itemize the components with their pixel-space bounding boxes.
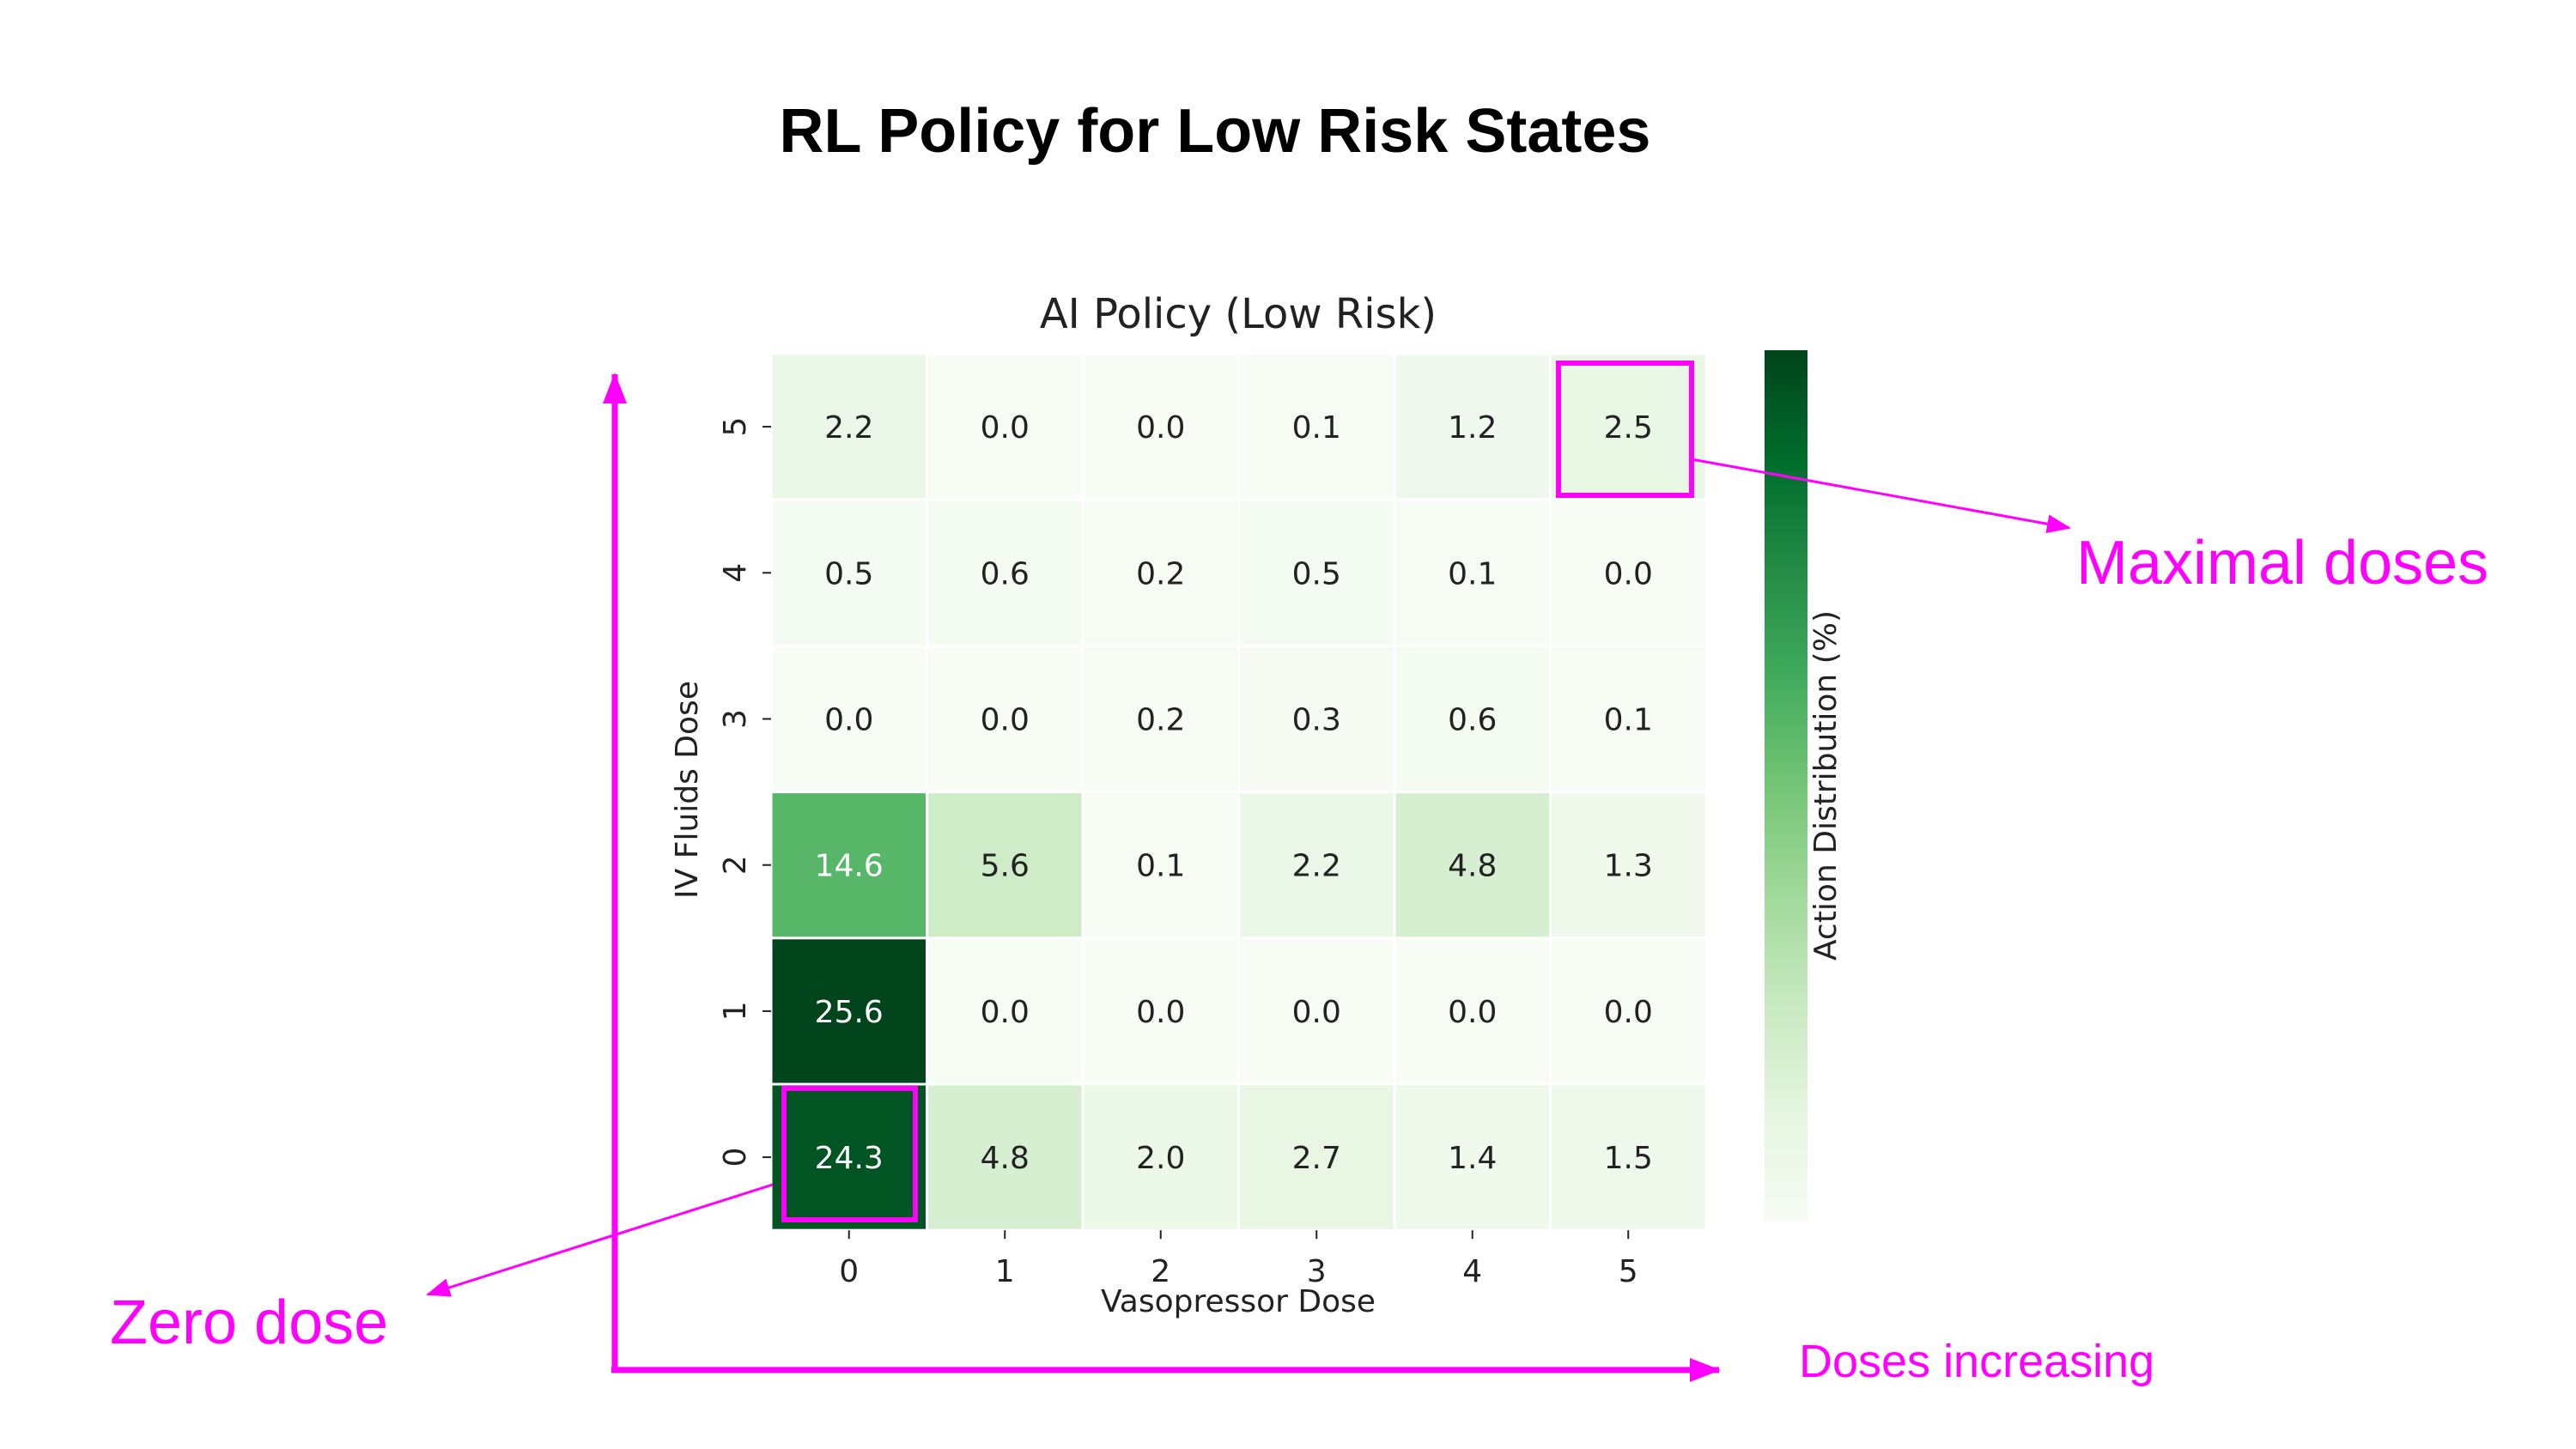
cell-value-label: 0.2: [1136, 703, 1185, 738]
heatmap-cell: [1549, 498, 1708, 647]
axis-ticks: 0 1 2 3 4 5 5 4 3 2 1 0: [718, 417, 1638, 1290]
heatmap-cells: 2.2 0.0 0.0 0.1 1.2 2.5 0.5 0.6 0.2 0.5 0.1 0.0 0.0 0…: [769, 352, 1708, 1232]
cell-value-label: 5.6: [981, 849, 1030, 884]
heatmap-cell: [1237, 644, 1396, 794]
cell-value-label: 0.0: [1604, 995, 1653, 1030]
y-tick-label: 4: [718, 563, 753, 583]
cell-value-label: 0.1: [1604, 703, 1653, 738]
heatmap-cell: [1393, 791, 1552, 940]
cell-value-label: 0.0: [1448, 995, 1497, 1030]
cell-value-label: 14.6: [815, 849, 884, 884]
heatmap-cell: [1081, 352, 1240, 501]
heatmap-cell: [926, 937, 1084, 1086]
heatmap-cell: [1549, 1082, 1708, 1232]
y-tick-label: 5: [718, 417, 753, 437]
cell-value-label: 4.8: [981, 1141, 1030, 1176]
cell-value-label: 24.3: [815, 1141, 884, 1176]
heatmap-cell: [1549, 644, 1708, 794]
x-tick-label: 2: [1151, 1254, 1170, 1289]
heatmap-cell: [1081, 644, 1240, 794]
zero-arrow: [426, 1183, 774, 1297]
x-axis-label: Vasopressor Dose: [1101, 1284, 1376, 1319]
cell-value-label: 2.2: [1292, 849, 1341, 884]
x-tick-label: 1: [995, 1254, 1015, 1289]
heatmap-cell: [1393, 1082, 1552, 1232]
colorbar-label: Action Distribution (%): [1808, 610, 1844, 961]
heatmap-cell: [1237, 791, 1396, 940]
cell-value-label: 1.3: [1604, 849, 1653, 884]
heatmap-cell: [926, 352, 1084, 501]
cell-value-label: 2.0: [1136, 1141, 1185, 1176]
y-tick-label: 1: [718, 1001, 753, 1021]
heatmap-cell: [1393, 644, 1552, 794]
x-tick-label: 4: [1462, 1254, 1482, 1289]
cell-value-label: 1.4: [1448, 1141, 1497, 1176]
heatmap-cell: [1081, 791, 1240, 940]
cell-value-label: 0.5: [824, 556, 873, 591]
page-title: RL Policy for Low Risk States: [779, 97, 1651, 166]
cell-value-label: 0.1: [1448, 556, 1497, 591]
heatmap-cell: [926, 498, 1084, 647]
cell-value-label: 0.3: [1292, 703, 1341, 738]
heatmap-cell: [1393, 937, 1552, 1086]
heatmap-cell: [1237, 498, 1396, 647]
heatmap-cell: [926, 791, 1084, 940]
maximal-arrow: [1691, 458, 2071, 534]
cell-value-label: 0.0: [1136, 410, 1185, 446]
doses-increasing-annotation: Doses increasing: [1799, 1336, 2155, 1387]
heatmap-cell: [769, 644, 928, 794]
cell-value-label: 1.5: [1604, 1141, 1653, 1176]
cell-value-label: 0.2: [1136, 556, 1185, 591]
maximal-doses-annotation: Maximal doses: [2076, 529, 2489, 597]
cell-value-label: 0.0: [1292, 995, 1341, 1030]
y-tick-label: 0: [718, 1148, 753, 1167]
cell-value-label: 2.2: [824, 410, 873, 446]
cell-value-label: 1.2: [1448, 410, 1497, 446]
cell-value-label: 2.7: [1292, 1141, 1341, 1176]
cell-value-label: 0.0: [824, 703, 873, 738]
cell-value-label: 0.0: [981, 703, 1030, 738]
x-tick-label: 5: [1619, 1254, 1638, 1289]
heatmap-cell: [769, 937, 928, 1086]
heatmap-cell: [1081, 498, 1240, 647]
cell-value-label: 25.6: [815, 995, 884, 1030]
highlight-box-zero: [781, 1086, 918, 1222]
cell-value-label: 0.1: [1292, 410, 1341, 446]
cell-value-label: 0.0: [981, 410, 1030, 446]
cell-value-label: 0.0: [1136, 995, 1185, 1030]
y-tick-label: 3: [718, 709, 753, 729]
heatmap-cell: [1549, 791, 1708, 940]
x-tick-label: 3: [1307, 1254, 1327, 1289]
cell-value-label: 0.1: [1136, 849, 1185, 884]
zero-dose-annotation: Zero dose: [110, 1288, 389, 1357]
cell-value-label: 0.6: [981, 556, 1030, 591]
heatmap-cell: [769, 1082, 928, 1232]
x-tick-label: 0: [839, 1254, 859, 1289]
heatmap-cell: [926, 644, 1084, 794]
y-tick-label: 2: [718, 855, 753, 875]
heatmap-cell: [1549, 937, 1708, 1086]
cell-value-label: 0.0: [1604, 556, 1653, 591]
cell-value-label: 0.0: [981, 995, 1030, 1030]
y-axis-label: IV Fluids Dose: [670, 681, 705, 899]
colorbar: [1765, 350, 1807, 1222]
cell-value-label: 2.5: [1604, 410, 1653, 446]
cell-value-label: 0.6: [1448, 703, 1497, 738]
highlight-box-maximal: [1556, 361, 1694, 498]
cell-value-label: 4.8: [1448, 849, 1497, 884]
chart-title: AI Policy (Low Risk): [1040, 290, 1437, 338]
heatmap-cell: [769, 352, 928, 501]
cell-value-label: 0.5: [1292, 556, 1341, 591]
